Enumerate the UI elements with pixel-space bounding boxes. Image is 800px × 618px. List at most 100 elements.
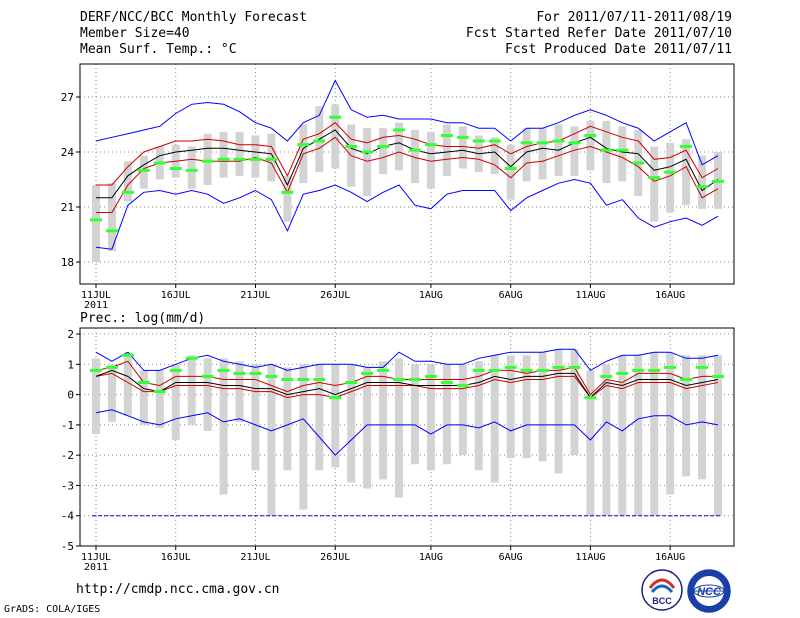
prec-panel: -5 -4 -3 -2 -1 0 1 2 11JUL 16JUL 21JUL 26JUL 1AUG 6AU… — [61, 327, 735, 573]
member-size: Member Size=40 — [80, 26, 190, 41]
prec-xtick-label: 11JUL — [81, 552, 111, 563]
temp-spread-bar — [363, 128, 372, 196]
prec-spread-bar — [139, 370, 148, 425]
prec-ytick-label: 1 — [67, 358, 74, 371]
header-left: DERF/NCC/BCC Monthly Forecast Member Siz… — [80, 10, 307, 58]
temp-spread-bar — [442, 124, 451, 176]
temp-spread-bar — [139, 155, 148, 189]
prec-spread-bar — [267, 364, 276, 516]
prec-xtick-label: 16AUG — [655, 552, 685, 563]
temp-spread-bar — [410, 130, 419, 184]
prec-ytick-label: -3 — [61, 479, 74, 492]
prec-ytick-label: -1 — [61, 419, 74, 432]
prec-xtick-label: 11AUG — [575, 552, 605, 563]
temp-spread-bar — [123, 161, 132, 202]
temp-ytick-label: 24 — [61, 146, 75, 159]
prec-xtick-label: 6AUG — [499, 552, 523, 563]
temp-spread-bar — [251, 135, 260, 178]
temp-spread-bar — [682, 139, 691, 206]
prec-spread-bar — [347, 364, 356, 483]
prec-spread-bar — [251, 364, 260, 471]
temp-xtick-label: 11AUG — [575, 290, 605, 301]
prec-spread-bar — [187, 355, 196, 425]
temp-xtick-label: 21JUL — [240, 290, 270, 301]
prec-ytick-label: -5 — [61, 540, 74, 553]
temp-spread-bar — [92, 185, 100, 262]
temp-spread-bar — [506, 144, 515, 200]
prec-xtick-label: 21JUL — [240, 552, 270, 563]
temp-spread-bar — [490, 137, 499, 174]
temp-spread-bar — [426, 131, 435, 189]
prec-spread-bar — [299, 364, 308, 510]
prec-xtick-label: 26JUL — [320, 552, 350, 563]
temp-xtick-label: 1AUG — [419, 290, 443, 301]
prec-min-line — [95, 409, 719, 456]
prec-spread-bar — [490, 355, 499, 483]
footer-url[interactable]: http://cmdp.ncc.cma.gov.cn — [76, 582, 280, 597]
prec-spread-bar — [315, 364, 324, 471]
prec-frame — [79, 327, 735, 547]
temp-xtick-label: 11JUL — [81, 290, 111, 301]
produced-date: Fcst Produced Date 2011/07/11 — [505, 42, 732, 57]
prec-spread-bar — [123, 352, 132, 416]
prec-spread-bar — [203, 358, 212, 431]
prec-xtick-label: 16JUL — [161, 552, 191, 563]
prec-spread-bar — [474, 361, 483, 471]
prec-title: Prec.: log(mm/d) — [80, 311, 205, 326]
prec-spread-bar — [283, 367, 292, 471]
temp-frame — [79, 63, 735, 285]
prec-spread-bar — [586, 370, 595, 516]
temp-min-line — [95, 178, 719, 250]
temp-spread-bar — [219, 131, 228, 178]
prec-xtick-label: 1AUG — [419, 552, 443, 563]
prec-spread-bar — [714, 355, 722, 516]
prec-spread-bar — [602, 364, 611, 516]
temp-xtick-label: 16JUL — [161, 290, 191, 301]
prec-ytick-label: -4 — [61, 510, 75, 523]
prec-spread-bar — [666, 352, 675, 495]
temp-spread-bar — [618, 126, 627, 182]
temp-p25-line — [96, 136, 719, 213]
prec-spread-bar — [363, 367, 372, 489]
prec-spread-bar — [331, 364, 340, 468]
temp-spread-bar — [379, 128, 388, 174]
prec-spread-bar — [618, 355, 627, 516]
temp-panel: 18 21 24 27 11JUL 16JUL 21JUL 26JUL 1AUG 6AUG 11AU… — [61, 63, 735, 311]
temp-spread-bar — [570, 126, 579, 176]
temp-xtick-label: 26JUL — [320, 290, 350, 301]
temp-ytick-label: 18 — [61, 256, 74, 269]
temp-median-line — [96, 129, 719, 199]
prec-spread-bar — [698, 355, 707, 480]
temp-p75-line — [96, 122, 719, 186]
temp-spread-bar — [586, 120, 595, 171]
bcc-logo: BCC — [641, 569, 683, 611]
temp-xtick-label: 16AUG — [655, 290, 685, 301]
prec-spread-bar — [426, 364, 435, 471]
prec-spread-bar — [682, 355, 691, 477]
prec-p25-line — [95, 372, 719, 399]
bcc-logo-text: BCC — [652, 596, 672, 606]
forecast-period: For 2011/07/11-2011/08/19 — [536, 10, 732, 25]
temp-ytick-label: 27 — [61, 91, 74, 104]
temp-year-label: 2011 — [84, 300, 108, 311]
temp-spread-bar — [538, 128, 547, 180]
prec-spread-bar — [92, 358, 100, 434]
temp-spread-bar — [203, 133, 212, 185]
prec-spread-bar — [506, 355, 515, 459]
prec-spread-bar — [458, 364, 467, 456]
variable-label: Mean Surf. Temp.: °C — [80, 42, 237, 57]
temp-xtick-label: 6AUG — [499, 290, 523, 301]
temp-ytick-label: 21 — [61, 201, 74, 214]
prec-spread-bar — [155, 370, 164, 428]
temp-spread-bar — [395, 122, 404, 171]
prec-spread-bar — [219, 358, 228, 495]
prec-spread-bar — [410, 364, 419, 465]
temp-spread-bar — [666, 142, 675, 213]
prec-ytick-label: 0 — [67, 389, 74, 402]
temp-spread-bar — [107, 183, 116, 251]
temp-spread-bar — [267, 133, 276, 182]
prec-max-line — [95, 348, 719, 372]
prec-spread-bar — [235, 361, 244, 422]
temp-spread-bar — [522, 128, 531, 182]
